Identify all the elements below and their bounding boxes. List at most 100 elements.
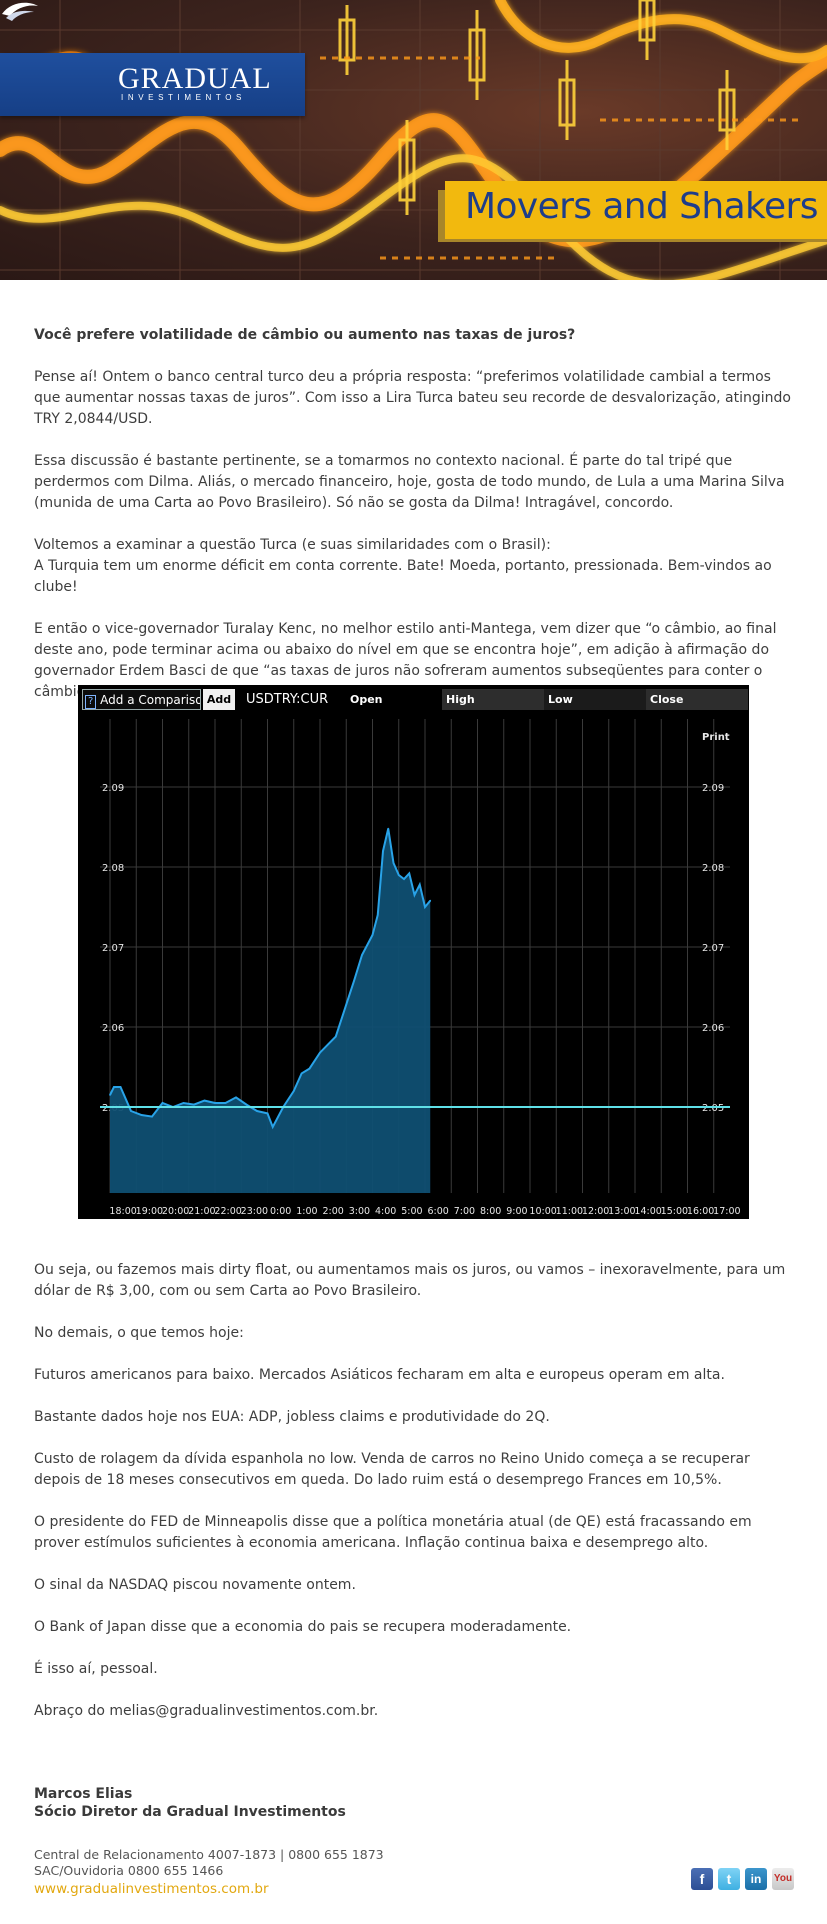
x-tick-label: 6:00	[427, 1206, 448, 1217]
chart-data-point	[203, 1099, 206, 1102]
symbol-label: USDTRY:CUR	[246, 692, 329, 707]
chart-data-point	[403, 878, 405, 880]
footer-sac-line: SAC/Ouvidoria 0800 655 1466	[34, 1863, 224, 1878]
logo-wordmark[interactable]: GRADUAL	[118, 62, 272, 95]
chart-data-point	[382, 850, 384, 852]
header-banner: GRADUAL INVESTIMENTOS Movers and Shakers	[0, 0, 827, 280]
x-tick-label: 20:00	[162, 1206, 189, 1217]
open-label: Open	[350, 693, 383, 706]
chart-data-point	[327, 1043, 329, 1046]
y-tick-label-left: 2.06	[102, 1023, 124, 1034]
chart-data-point	[245, 1103, 248, 1106]
x-tick-label: 15:00	[661, 1206, 688, 1217]
x-tick-label: 7:00	[454, 1206, 475, 1217]
chart-data-point	[119, 1086, 122, 1088]
chart-data-point	[392, 862, 395, 864]
x-tick-label: 4:00	[375, 1206, 396, 1217]
footer-website-link[interactable]: www.gradualinvestimentos.com.br	[34, 1881, 269, 1897]
add-comparison-placeholder: Add a Comparison	[100, 693, 201, 707]
chart-data-point	[334, 1035, 337, 1038]
chart-data-point	[424, 906, 426, 908]
article-paragraph: Pense aí! Ontem o banco central turco de…	[34, 369, 791, 427]
chart-data-point	[256, 1110, 258, 1112]
logo-subtitle: INVESTIMENTOS	[121, 93, 246, 102]
chart-data-point	[292, 1090, 295, 1092]
article-paragraph: O sinal da NASDAQ piscou novamente ontem…	[34, 1577, 356, 1593]
help-icon[interactable]: ?	[85, 695, 97, 709]
chart-data-point	[418, 883, 421, 886]
chart-data-point	[182, 1102, 185, 1104]
chart-data-point	[235, 1096, 237, 1099]
x-tick-label: 8:00	[480, 1206, 501, 1217]
y-tick-label-left: 2.09	[102, 783, 124, 794]
chart-data-point	[413, 894, 416, 896]
twitter-icon[interactable]: t	[718, 1868, 740, 1890]
chart-series-line	[109, 828, 432, 1130]
high-label: High	[442, 689, 544, 710]
chart-data-point	[345, 1003, 348, 1006]
x-tick-label: 9:00	[506, 1206, 527, 1217]
article-paragraph: O presidente do FED de Minneapolis disse…	[34, 1514, 752, 1551]
chart-data-point	[300, 1072, 303, 1075]
chart-data-point	[376, 914, 379, 916]
add-comparison-input[interactable]: ? Add a Comparison	[82, 689, 201, 710]
chart-data-point	[109, 1094, 111, 1096]
chart-data-point	[408, 872, 411, 875]
print-link[interactable]: Print	[702, 732, 730, 743]
article-body-continued: Ou seja, ou fazemos mais dirty float, ou…	[34, 1260, 799, 1743]
article-paragraph: Essa discussão é bastante pertinente, se…	[34, 453, 785, 511]
signature-name: Marcos Elias	[34, 1786, 133, 1802]
x-tick-label: 21:00	[188, 1206, 215, 1217]
x-tick-label: 11:00	[556, 1206, 583, 1217]
title-bar	[445, 181, 827, 239]
chart-data-point	[193, 1103, 195, 1106]
x-tick-label: 0:00	[270, 1206, 291, 1217]
add-button[interactable]: Add	[203, 689, 235, 710]
logo-bar	[0, 53, 305, 116]
article-paragraph: Abraço do melias@gradualinvestimentos.co…	[34, 1703, 379, 1719]
banner-background-graphic	[0, 0, 827, 280]
x-tick-label: 17:00	[713, 1206, 740, 1217]
article-paragraph: O Bank of Japan disse que a economia do …	[34, 1619, 572, 1635]
chart-data-point	[130, 1110, 132, 1112]
x-tick-label: 3:00	[349, 1206, 370, 1217]
chart-data-point	[429, 899, 432, 902]
article-paragraph: Voltemos a examinar a questão Turca (e s…	[34, 535, 799, 598]
facebook-icon[interactable]: f	[691, 1868, 713, 1890]
y-tick-label-right: 2.06	[702, 1023, 724, 1034]
signature-role: Sócio Diretor da Gradual Investimentos	[34, 1804, 346, 1820]
x-tick-label: 22:00	[214, 1206, 241, 1217]
x-tick-label: 14:00	[634, 1206, 661, 1217]
article-lead: Você prefere volatilidade de câmbio ou a…	[34, 327, 576, 343]
article-line: Voltemos a examinar a questão Turca (e s…	[34, 537, 551, 553]
x-tick-label: 1:00	[296, 1206, 317, 1217]
y-tick-label-left: 2.07	[102, 943, 124, 954]
chart-data-point	[113, 1086, 115, 1088]
gradual-logo-icon	[2, 2, 38, 21]
article-paragraph: É isso aí, pessoal.	[34, 1661, 158, 1677]
low-label: Low	[544, 689, 646, 710]
chart-data-point	[140, 1114, 143, 1116]
chart-data-point	[308, 1067, 311, 1070]
x-tick-label: 18:00	[109, 1206, 136, 1217]
article-paragraph: No demais, o que temos hoje:	[34, 1325, 244, 1341]
youtube-icon[interactable]: You	[772, 1868, 794, 1890]
x-tick-label: 19:00	[136, 1206, 163, 1217]
y-tick-label-left: 2.08	[102, 863, 124, 874]
chart-data-point	[266, 1112, 269, 1115]
footer-contact-line: Central de Relacionamento 4007-1873 | 08…	[34, 1847, 384, 1862]
article-line: A Turquia tem um enorme déficit em conta…	[34, 558, 772, 595]
chart-data-point	[214, 1102, 216, 1104]
article-paragraph: Custo de rolagem da dívida espanhola no …	[34, 1451, 750, 1488]
chart-data-point	[271, 1126, 274, 1128]
newsletter-title: Movers and Shakers	[465, 186, 819, 227]
y-tick-label-right: 2.05	[702, 1103, 724, 1114]
y-tick-label-right: 2.08	[702, 863, 724, 874]
linkedin-icon[interactable]: in	[745, 1868, 767, 1890]
chart-data-point	[319, 1051, 321, 1054]
chart-data-point	[361, 954, 363, 956]
article-body: Você prefere volatilidade de câmbio ou a…	[34, 325, 799, 724]
x-tick-label: 23:00	[241, 1206, 268, 1217]
article-paragraph: Ou seja, ou fazemos mais dirty float, ou…	[34, 1262, 786, 1299]
usdtry-chart: 2.052.052.062.062.072.072.082.082.092.09…	[78, 685, 749, 1219]
